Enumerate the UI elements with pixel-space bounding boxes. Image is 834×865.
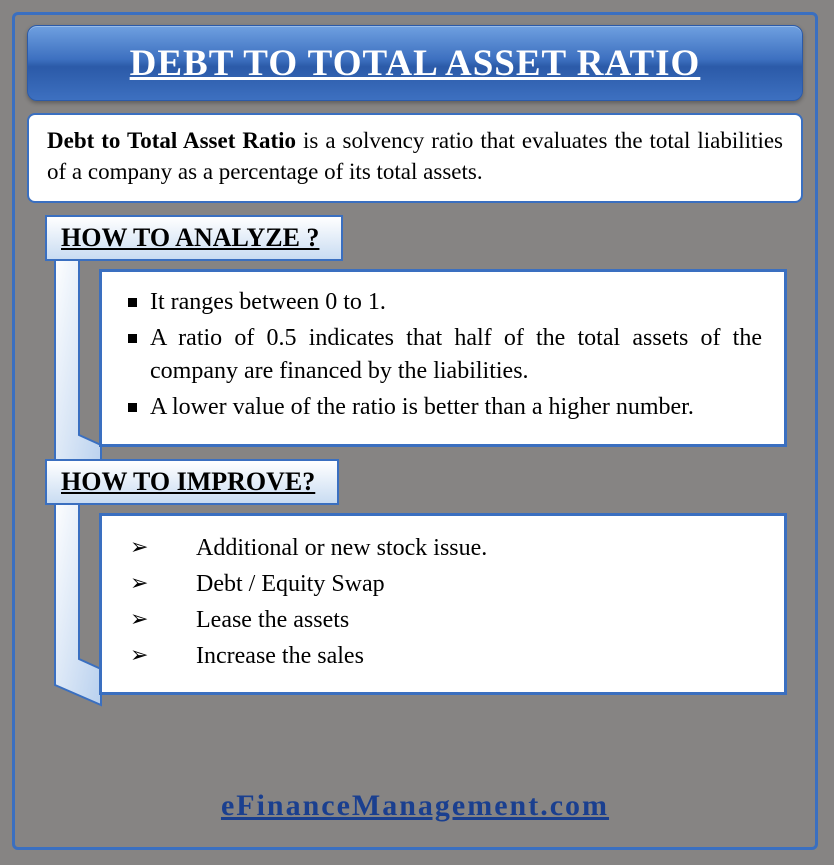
list-item: It ranges between 0 to 1.	[124, 286, 762, 320]
analyze-list: It ranges between 0 to 1. A ratio of 0.5…	[124, 286, 762, 424]
list-item: Increase the sales	[124, 638, 762, 674]
list-item: A lower value of the ratio is better tha…	[124, 391, 762, 425]
improve-elbow-icon	[51, 489, 105, 714]
analyze-label: HOW TO ANALYZE ?	[45, 215, 343, 261]
list-item: Additional or new stock issue.	[124, 530, 762, 566]
improve-section: HOW TO IMPROVE? Additional or new stock …	[27, 459, 803, 695]
definition-box: Debt to Total Asset Ratio is a solvency …	[27, 113, 803, 203]
improve-label: HOW TO IMPROVE?	[45, 459, 339, 505]
analyze-elbow-icon	[51, 245, 105, 490]
main-frame: DEBT TO TOTAL ASSET RATIO Debt to Total …	[12, 12, 818, 850]
improve-content: Additional or new stock issue. Debt / Eq…	[99, 513, 787, 695]
improve-label-wrap: HOW TO IMPROVE?	[45, 459, 803, 505]
footer-link-text[interactable]: eFinanceManagement.com	[221, 789, 609, 822]
list-item: A ratio of 0.5 indicates that half of th…	[124, 322, 762, 389]
list-item: Debt / Equity Swap	[124, 566, 762, 602]
page-title: DEBT TO TOTAL ASSET RATIO	[130, 42, 701, 85]
analyze-content: It ranges between 0 to 1. A ratio of 0.5…	[99, 269, 787, 447]
analyze-section: HOW TO ANALYZE ? It ranges between 0 to …	[27, 215, 803, 447]
footer-link[interactable]: eFinanceManagement.com	[15, 789, 815, 823]
title-banner: DEBT TO TOTAL ASSET RATIO	[27, 25, 803, 101]
definition-term: Debt to Total Asset Ratio	[47, 128, 296, 153]
improve-list: Additional or new stock issue. Debt / Eq…	[124, 530, 762, 674]
list-item: Lease the assets	[124, 602, 762, 638]
analyze-label-wrap: HOW TO ANALYZE ?	[45, 215, 803, 261]
